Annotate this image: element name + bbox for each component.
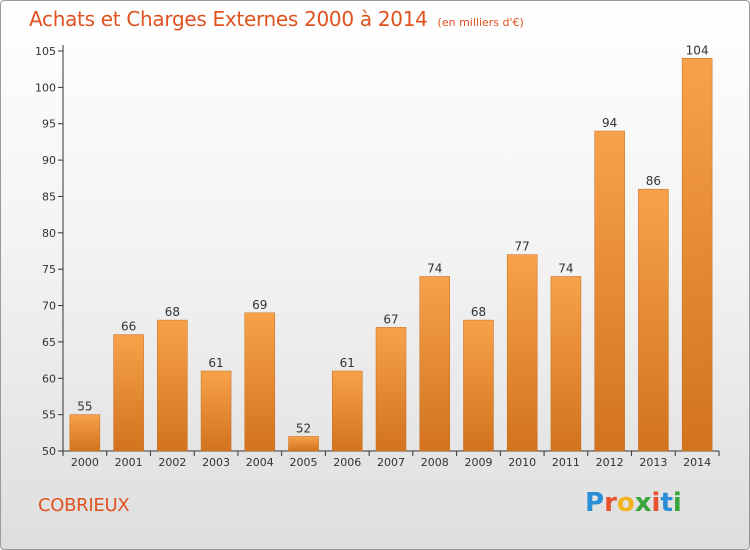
logo-letter: x: [634, 488, 652, 518]
bar: [157, 319, 188, 452]
bar-value-label: 68: [471, 305, 486, 319]
bar-value-label: 67: [383, 312, 398, 326]
bar-value-label: 61: [208, 356, 223, 370]
bar: [200, 370, 232, 452]
x-tick-label: 2010: [508, 456, 536, 469]
bar: [550, 276, 582, 452]
bar-value-label: 86: [646, 174, 661, 188]
x-tick-label: 2002: [158, 456, 186, 469]
y-tick-label: 55: [42, 409, 56, 422]
bar-value-label: 55: [77, 400, 92, 414]
x-tick-label: 2005: [290, 456, 318, 469]
x-tick-label: 2004: [246, 456, 274, 469]
bar: [419, 276, 450, 452]
bar-value-label: 104: [686, 43, 709, 57]
bar-value-label: 74: [427, 261, 442, 275]
bar-value-label: 68: [165, 305, 180, 319]
y-tick-label: 100: [35, 81, 56, 94]
y-tick-label: 50: [42, 445, 56, 458]
y-tick-label: 90: [42, 154, 56, 167]
bar: [375, 327, 407, 452]
bar: [681, 58, 713, 452]
chart-subtitle: (en milliers d'€): [437, 16, 524, 29]
logo-letter: t: [660, 488, 673, 518]
bar-value-label: 77: [515, 240, 530, 254]
x-tick-label: 2009: [464, 456, 492, 469]
x-tick-label: 2013: [639, 456, 667, 469]
bar: [506, 254, 538, 452]
bar: [113, 334, 144, 452]
x-tick-label: 2006: [333, 456, 361, 469]
y-axis: 50 55 60 65 70 75 80 85 90 95 100 105: [35, 45, 64, 458]
chart-title: Achats et Charges Externes 2000 à 2014: [29, 7, 428, 31]
logo-letter: r: [604, 488, 617, 518]
logo-letter: o: [616, 488, 635, 518]
logo-letter: P: [585, 488, 605, 518]
bar: [638, 188, 669, 452]
bar: [244, 312, 276, 452]
bars: [69, 58, 713, 452]
commune-name: COBRIEUX: [38, 495, 130, 516]
x-axis: 2000 2001 2002 2003 2004 2005 2006 2007 2008 2009…: [62, 450, 720, 469]
y-tick-label: 105: [35, 45, 56, 58]
x-tick-label: 2008: [421, 456, 449, 469]
title-line: Achats et Charges Externes 2000 à 2014 (e…: [29, 7, 524, 31]
bar-value-label: 69: [252, 298, 267, 312]
y-tick-label: 80: [42, 227, 56, 240]
y-tick-label: 70: [42, 300, 56, 313]
y-tick-label: 75: [42, 263, 56, 276]
y-tick-label: 85: [42, 190, 56, 203]
bar-value-label: 74: [558, 261, 573, 275]
bar-value-labels: 55 66 68 61 69 52 61 67 74 68 77 74 94 86 104: [77, 43, 708, 435]
x-tick-label: 2012: [596, 456, 624, 469]
y-tick-label: 95: [42, 118, 56, 131]
bar: [594, 130, 625, 452]
bar: [463, 319, 494, 452]
bar-value-label: 61: [340, 356, 355, 370]
logo-letter: i: [672, 488, 682, 518]
x-tick-label: 2001: [115, 456, 143, 469]
bar-value-label: 52: [296, 421, 311, 435]
bar: [332, 370, 363, 452]
logo-letter: i: [651, 488, 661, 518]
bar-value-label: 66: [121, 320, 136, 334]
bar: [69, 414, 101, 452]
x-tick-label: 2000: [71, 456, 99, 469]
y-tick-label: 60: [42, 372, 56, 385]
proxiti-logo[interactable]: Proxiti: [585, 488, 682, 518]
y-tick-label: 65: [42, 336, 56, 349]
bar-value-label: 94: [602, 116, 617, 130]
x-tick-label: 2014: [683, 456, 711, 469]
bar: [288, 436, 319, 452]
x-tick-label: 2003: [202, 456, 230, 469]
x-tick-label: 2011: [552, 456, 580, 469]
x-tick-label: 2007: [377, 456, 405, 469]
